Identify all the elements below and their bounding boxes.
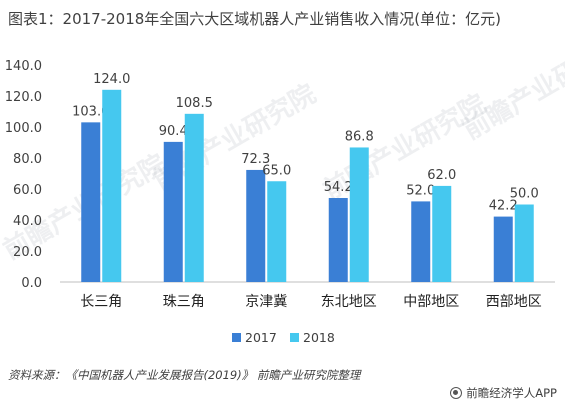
y-tick-label: 100.0 bbox=[5, 121, 42, 136]
data-label-2018: 50.0 bbox=[510, 187, 539, 202]
x-tick-label: 珠三角 bbox=[163, 294, 205, 310]
legend-swatch-2017 bbox=[232, 333, 241, 342]
data-label-2018: 108.5 bbox=[176, 96, 213, 111]
data-label-2017: 52.0 bbox=[406, 183, 435, 198]
source-note: 资料来源：《中国机器人产业发展报告(2019)》 前瞻产业研究院整理 bbox=[8, 368, 361, 382]
legend-swatch-2018 bbox=[290, 333, 299, 342]
data-label-2017: 54.2 bbox=[324, 180, 353, 195]
watermark-3: 前瞻产业研究院 bbox=[458, 28, 565, 146]
bar-2017 bbox=[246, 169, 266, 282]
bar-2018 bbox=[432, 185, 452, 282]
bar-2017 bbox=[411, 201, 431, 282]
y-tick-label: 60.0 bbox=[13, 183, 42, 198]
y-tick-label: 140.0 bbox=[5, 59, 42, 74]
bar-2018 bbox=[267, 181, 287, 282]
data-label-2018: 124.0 bbox=[93, 72, 130, 87]
data-label-2018: 62.0 bbox=[427, 168, 456, 183]
x-tick-label: 长三角 bbox=[80, 294, 122, 310]
legend-label-2017: 2017 bbox=[245, 330, 277, 345]
x-tick-label: 京津冀 bbox=[245, 294, 287, 310]
bar-2017 bbox=[81, 122, 101, 282]
y-tick-label: 80.0 bbox=[13, 152, 42, 167]
bar-2018 bbox=[184, 113, 204, 282]
bar-2017 bbox=[493, 216, 513, 282]
data-label-2018: 65.0 bbox=[262, 163, 291, 178]
bar-2017 bbox=[328, 197, 348, 282]
data-label-2018: 86.8 bbox=[345, 129, 374, 144]
y-tick-label: 0.0 bbox=[21, 276, 42, 291]
y-axis: 0.0 20.0 40.0 60.0 80.0 100.0 120.0 140.0 bbox=[5, 59, 42, 291]
legend: 2017 2018 bbox=[232, 330, 335, 345]
data-label-2017: 90.4 bbox=[159, 124, 188, 139]
data-label-2017: 72.3 bbox=[241, 152, 270, 167]
data-label-2017: 103.0 bbox=[72, 104, 109, 119]
data-label-2017: 42.2 bbox=[489, 199, 518, 214]
x-axis: 长三角 珠三角 京津冀 东北地区 中部地区 西部地区 bbox=[80, 294, 542, 310]
bar-2018 bbox=[349, 147, 369, 282]
x-tick-label: 西部地区 bbox=[486, 294, 542, 310]
x-tick-label: 中部地区 bbox=[403, 294, 459, 310]
brand-credit: 前瞻经济学人APP bbox=[450, 385, 557, 401]
bars: 103.0 124.0 90.4 108.5 72.365.0 54.2 86.8 52.06… bbox=[72, 72, 539, 282]
x-tick-label: 东北地区 bbox=[321, 294, 377, 310]
chart-title: 图表1：2017-2018年全国六大区域机器人产业销售收入情况(单位：亿元) bbox=[8, 10, 502, 28]
bar-2018 bbox=[514, 204, 534, 282]
bar-2018 bbox=[102, 89, 122, 282]
legend-label-2018: 2018 bbox=[303, 330, 335, 345]
brand-logo-icon bbox=[450, 387, 463, 399]
y-tick-label: 20.0 bbox=[13, 245, 42, 260]
y-tick-label: 120.0 bbox=[5, 90, 42, 105]
bar-2017 bbox=[163, 141, 183, 282]
y-tick-label: 40.0 bbox=[13, 214, 42, 229]
brand-text: 前瞻经济学人APP bbox=[466, 386, 557, 400]
